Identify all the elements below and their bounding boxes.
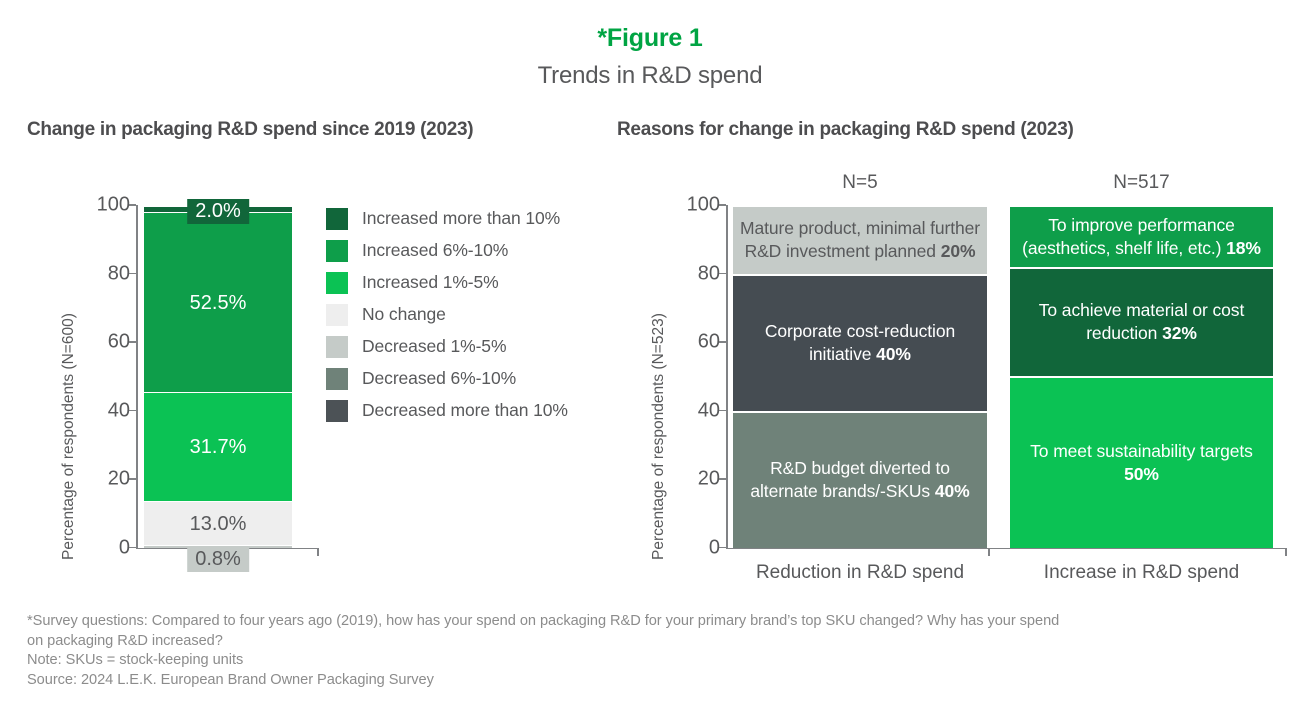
legend-item-label: Increased 6%-10% bbox=[362, 240, 509, 260]
legend-item[interactable]: Increased 6%-10% bbox=[326, 238, 576, 262]
left-x-axis-right-cap bbox=[317, 547, 319, 556]
right-x-axis-line bbox=[726, 547, 1286, 549]
right-bar-segment[interactable]: Corporate cost-reduction initiative 40% bbox=[733, 273, 987, 411]
y-tick-label: 20 bbox=[697, 467, 720, 490]
y-tick-label: 20 bbox=[107, 467, 130, 490]
right-bar-segment[interactable]: R&D budget diverted to alternate brands/… bbox=[733, 410, 987, 548]
legend-item[interactable]: Decreased 1%-5% bbox=[326, 334, 576, 358]
right-bar-segment-label: Corporate cost-reduction initiative 40% bbox=[764, 321, 956, 364]
legend-item-label: Decreased 1%-5% bbox=[362, 336, 507, 356]
y-tick-mark bbox=[719, 272, 726, 275]
legend: Increased more than 10% Increased 6%-10% I… bbox=[326, 206, 576, 430]
y-tick-mark bbox=[719, 546, 726, 549]
left-bar-segment[interactable] bbox=[144, 545, 292, 548]
right-x-axis-right-cap bbox=[1285, 547, 1287, 556]
right-bar-segment-label: R&D budget diverted to alternate brands/… bbox=[750, 458, 970, 501]
y-tick-label: 100 bbox=[96, 193, 130, 216]
y-tick-label: 0 bbox=[708, 536, 720, 558]
right-bar-segment-value: 50% bbox=[1124, 463, 1159, 484]
right-bar-segment-label: Mature product, minimal further R&D inve… bbox=[739, 218, 981, 262]
right-bar-segment[interactable]: Mature product, minimal further R&D inve… bbox=[721, 195, 999, 274]
y-tick-label: 0 bbox=[118, 536, 130, 558]
x-axis-category-label: Reduction in R&D spend bbox=[755, 562, 965, 583]
left-bar-callout-label-bottom: 0.8% bbox=[187, 547, 249, 572]
left-bar-segment[interactable] bbox=[144, 500, 292, 546]
y-tick-mark bbox=[129, 204, 136, 206]
legend-swatch-icon bbox=[326, 336, 348, 358]
right-bar-segment-value: 40% bbox=[934, 481, 970, 501]
y-tick-label: 80 bbox=[697, 262, 720, 284]
y-tick-mark bbox=[129, 341, 136, 343]
legend-item[interactable]: No change bbox=[326, 302, 576, 326]
y-tick-mark bbox=[129, 478, 136, 480]
right-bar-segment-value: 18% bbox=[1226, 237, 1261, 258]
right-stacked-bar[interactable]: R&D budget diverted to alternate brands/… bbox=[721, 195, 999, 548]
right-bar-segment-value: 40% bbox=[876, 344, 911, 364]
left-bar-callout-label-top: 2.0% bbox=[187, 198, 249, 224]
y-tick-label: 100 bbox=[686, 193, 720, 216]
y-tick-label: 60 bbox=[697, 330, 720, 353]
legend-item-label: Increased 1%-5% bbox=[362, 272, 499, 292]
y-tick-mark bbox=[719, 478, 726, 480]
figure-subtitle: Trends in R&D spend bbox=[537, 62, 763, 89]
left-stacked-bar[interactable]: 52.5% 31.7% 13.0% 2.0% 0.8% bbox=[144, 198, 292, 572]
left-bar-segment[interactable] bbox=[144, 392, 292, 501]
legend-swatch-icon bbox=[326, 208, 348, 230]
y-tick-mark bbox=[719, 204, 726, 206]
legend-item-label: Increased more than 10% bbox=[362, 208, 561, 228]
bar-n-label: N=5 bbox=[842, 172, 878, 193]
legend-item-label: No change bbox=[362, 304, 446, 324]
left-y-axis-line bbox=[136, 205, 138, 548]
right-bar-segment-label: To meet sustainability targets 50% bbox=[1030, 440, 1253, 484]
right-stacked-bar[interactable]: To meet sustainability targets 50% To ach… bbox=[998, 195, 1285, 548]
left-bar-segment[interactable] bbox=[144, 212, 292, 393]
footnote-source: Source: 2024 L.E.K. European Brand Owner… bbox=[27, 671, 434, 688]
y-tick-label: 60 bbox=[107, 330, 130, 353]
segment-label-overhang bbox=[721, 195, 999, 209]
legend-swatch-icon bbox=[326, 368, 348, 390]
right-bar-segment-value: 32% bbox=[1162, 323, 1197, 344]
legend-item[interactable]: Increased more than 10% bbox=[326, 206, 576, 230]
legend-swatch-icon bbox=[326, 400, 348, 422]
footnote-survey: *Survey questions: Compared to four year… bbox=[27, 613, 1060, 649]
y-tick-label: 40 bbox=[697, 399, 720, 421]
x-axis-category-label: Increase in R&D spend bbox=[1043, 562, 1240, 583]
y-tick-label: 40 bbox=[107, 399, 130, 421]
bar-n-label: N=517 bbox=[1113, 172, 1170, 193]
right-x-axis-mid-cap bbox=[988, 547, 990, 556]
right-bar-segment-label: To achieve material or cost reduction 32… bbox=[1038, 300, 1245, 344]
figure-label: *Figure 1 bbox=[597, 24, 703, 52]
legend-swatch-icon bbox=[326, 304, 348, 326]
left-bar-segment-label: 13.0% bbox=[189, 513, 247, 535]
left-panel-title: Change in packaging R&D spend since 2019… bbox=[27, 119, 474, 140]
legend-item-label: Decreased 6%-10% bbox=[362, 368, 517, 388]
footnotes: *Survey questions: Compared to four year… bbox=[27, 612, 1277, 690]
right-bar-segment-label: To improve performance (aesthetics, shel… bbox=[1022, 214, 1261, 258]
footnote-note: Note: SKUs = stock-keeping units bbox=[27, 652, 244, 668]
y-tick-mark bbox=[129, 409, 136, 412]
legend-item[interactable]: Decreased 6%-10% bbox=[326, 366, 576, 390]
legend-item[interactable]: Decreased more than 10% bbox=[326, 398, 576, 422]
y-tick-mark bbox=[129, 546, 136, 549]
right-panel-title: Reasons for change in packaging R&D spen… bbox=[617, 119, 1074, 140]
segment-label-overhang bbox=[998, 195, 1285, 210]
legend-item[interactable]: Increased 1%-5% bbox=[326, 270, 576, 294]
legend-swatch-icon bbox=[326, 240, 348, 262]
right-bar-segment[interactable]: To meet sustainability targets 50% bbox=[1010, 376, 1273, 548]
y-tick-label: 80 bbox=[107, 262, 130, 284]
left-bar-segment-label: 52.5% bbox=[189, 292, 247, 315]
right-bar-segment[interactable]: To achieve material or cost reduction 32… bbox=[1010, 266, 1273, 377]
legend-swatch-icon bbox=[326, 272, 348, 294]
right-bar-segment[interactable]: To improve performance (aesthetics, shel… bbox=[998, 195, 1285, 267]
right-y-axis-line bbox=[726, 205, 728, 548]
left-bar-segment-label: 31.7% bbox=[189, 436, 247, 459]
y-tick-mark bbox=[719, 409, 726, 412]
legend-item-label: Decreased more than 10% bbox=[362, 400, 568, 420]
right-bar-segment-value: 20% bbox=[940, 241, 976, 262]
y-tick-mark bbox=[719, 341, 726, 343]
y-tick-mark bbox=[129, 272, 136, 275]
